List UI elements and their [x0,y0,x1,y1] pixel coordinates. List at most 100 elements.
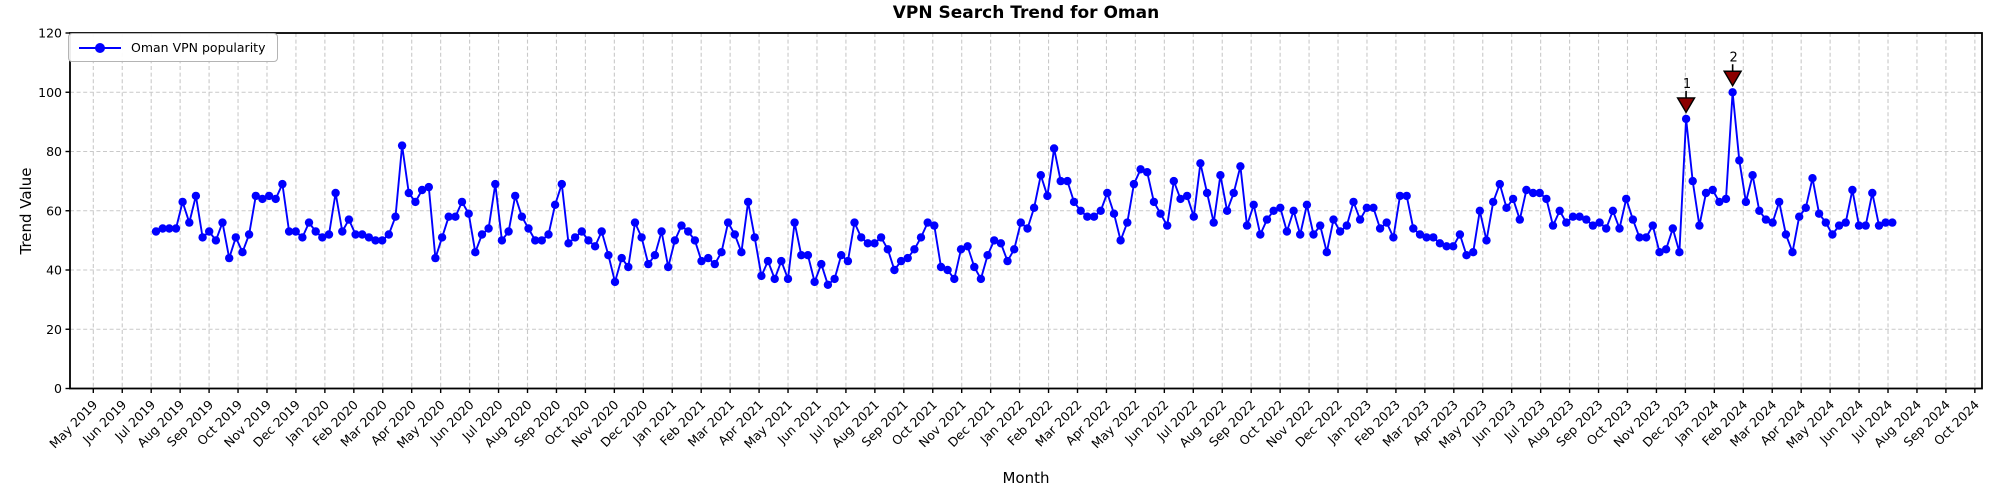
data-point-marker [1555,206,1564,215]
data-point-marker [424,182,433,192]
annotation-label: 1 [1683,77,1691,92]
data-point-marker [1841,218,1850,227]
data-point-marker [730,230,739,239]
data-point-marker [1455,230,1465,239]
data-point-marker [511,191,520,201]
data-point-marker [817,259,826,269]
data-point-marker [677,221,686,230]
legend-line-marker-icon [79,41,121,55]
data-point-marker [1063,176,1072,186]
data-point-marker [1429,233,1438,242]
data-point-marker [1076,206,1085,215]
annotation-arrow-icon [1676,97,1696,114]
data-point-marker [1415,230,1425,239]
data-point-marker [1854,221,1864,230]
data-point-marker [1016,218,1025,227]
data-point-marker [344,215,354,224]
data-point-marker [457,197,467,207]
data-point-marker [364,233,374,242]
data-point-marker [404,188,413,198]
data-point-marker [411,197,420,207]
data-point-marker [1635,233,1644,242]
data-point-marker [550,200,560,209]
data-point-marker [191,191,201,201]
data-point-marker [524,224,533,233]
data-point-marker [1182,191,1192,201]
data-point-marker [531,236,540,245]
data-point-marker [577,227,586,236]
data-point-marker [610,277,620,287]
data-point-marker [996,239,1006,248]
data-point-marker [564,239,573,248]
data-point-marker [1163,221,1172,230]
data-point-marker [1775,197,1784,207]
data-point-marker [617,253,626,263]
x-axis-label: Month [1002,469,1050,487]
y-tick-label: 60 [46,203,62,218]
data-point-marker [830,274,839,284]
data-point-marker [1302,200,1312,209]
data-point-marker [1096,206,1105,215]
data-point-marker [750,233,759,242]
data-point-marker [371,236,380,245]
data-point-marker [431,253,440,263]
data-point-marker [743,197,753,207]
data-point-marker [1209,218,1218,227]
data-point-marker [1482,236,1491,245]
data-point-marker [1169,176,1179,186]
data-point-marker [1741,197,1751,207]
data-point-marker [1316,221,1325,230]
data-point-marker [777,256,786,266]
data-point-marker [983,251,992,260]
data-point-marker [1462,251,1471,260]
data-point-marker [1821,218,1831,227]
data-point-marker [916,233,926,242]
data-point-marker [1249,200,1258,209]
data-point-marker [1256,230,1265,239]
data-point-marker [1489,197,1498,207]
data-point-marker [1069,197,1079,207]
data-point-marker [737,248,746,257]
data-point-marker [903,253,912,263]
data-point-marker [1329,215,1338,224]
data-point-marker [1355,215,1365,224]
data-point-marker [810,277,819,287]
data-point-marker [1123,218,1132,227]
data-point-marker [823,280,833,289]
data-point-marker [1129,179,1139,189]
data-point-marker [1748,171,1757,180]
data-point-marker [1588,221,1598,230]
data-point-marker [151,227,161,236]
data-point-marker [670,236,680,245]
data-point-marker [464,209,473,218]
data-point-marker [198,233,207,242]
data-point-marker [1043,191,1052,201]
data-point-marker [843,256,853,266]
data-point-marker [211,236,221,245]
y-tick-label: 80 [46,144,62,159]
data-point-marker [1269,206,1278,215]
data-point-marker [1036,171,1046,180]
y-tick-label: 0 [54,381,62,396]
data-point-marker [1475,206,1485,215]
data-point-marker [1502,203,1511,212]
data-point-marker [1149,197,1159,207]
data-point-marker [704,253,713,263]
data-point-marker [1449,242,1458,251]
data-point-marker [1010,245,1019,254]
data-point-marker [950,274,959,284]
data-point-marker [630,218,640,227]
data-point-marker [783,274,793,284]
data-point-marker [850,218,859,227]
data-point-marker [491,179,500,189]
data-point-marker [1515,215,1525,224]
data-point-marker [1202,188,1212,198]
data-point-marker [1801,203,1811,212]
data-point-marker [298,233,307,242]
plot-frame [69,32,1983,390]
data-point-marker [870,239,879,248]
data-point-marker [1296,230,1305,239]
data-point-marker [1695,221,1704,230]
data-point-marker [876,233,886,242]
